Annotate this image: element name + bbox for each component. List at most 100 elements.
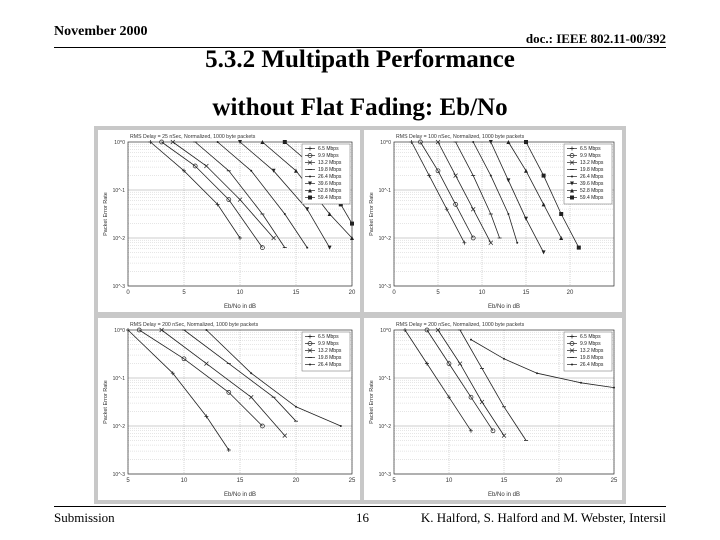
data-point xyxy=(501,433,507,438)
legend-marker xyxy=(569,160,575,165)
x-tick-label: 15 xyxy=(293,290,300,296)
data-point xyxy=(204,163,209,169)
x-tick-label: 5 xyxy=(126,478,130,484)
data-point xyxy=(488,140,493,144)
data-point xyxy=(446,361,452,366)
legend-marker xyxy=(308,334,312,339)
series-5 xyxy=(472,141,519,244)
data-point xyxy=(524,168,528,173)
plot-frame xyxy=(127,329,353,475)
data-point xyxy=(250,169,253,172)
series-line xyxy=(426,329,494,432)
legend-marker xyxy=(307,348,313,353)
data-point xyxy=(159,327,164,333)
legend-marker xyxy=(570,195,574,200)
footer-page-number: 16 xyxy=(356,510,369,525)
data-point xyxy=(260,245,265,250)
data-point xyxy=(559,212,564,216)
legend-marker xyxy=(307,341,313,346)
data-point xyxy=(424,327,430,333)
data-point xyxy=(506,178,511,183)
legend-entry: 6.5 Mbps xyxy=(318,146,339,152)
header-date: November 2000 xyxy=(54,24,148,39)
data-point xyxy=(516,241,519,244)
y-axis-label: Packet Error Rate xyxy=(103,192,109,236)
x-tick-label: 15 xyxy=(237,478,244,484)
series-1 xyxy=(148,140,242,240)
x-tick-label: 5 xyxy=(392,478,396,484)
series-line xyxy=(194,141,286,248)
series-line xyxy=(525,141,580,248)
x-tick-label: 20 xyxy=(293,478,300,484)
x-axis-label: Eb/No in dB xyxy=(488,304,520,310)
legend-entry: 19.8 Mbps xyxy=(580,355,604,361)
legend-marker xyxy=(570,146,574,151)
data-point xyxy=(447,395,451,400)
data-point xyxy=(435,327,441,333)
series-4 xyxy=(182,329,298,422)
data-point xyxy=(425,361,429,366)
series-line xyxy=(206,329,341,427)
x-tick-label: 5 xyxy=(182,290,186,296)
data-point xyxy=(159,139,164,145)
x-tick-label: 10 xyxy=(181,478,188,484)
data-point xyxy=(541,202,546,207)
series-1 xyxy=(403,328,473,433)
data-point xyxy=(470,235,476,241)
data-point xyxy=(427,173,432,178)
y-tick-label: 10^-2 xyxy=(113,424,126,430)
slide-subtitle: without Flat Fading: Eb/No xyxy=(212,94,508,121)
series-line xyxy=(161,329,286,436)
data-point xyxy=(472,141,475,143)
series-line xyxy=(437,329,505,436)
data-point xyxy=(541,173,546,178)
data-point xyxy=(248,394,254,400)
data-point xyxy=(453,173,458,178)
legend-entry: 26.4 Mbps xyxy=(318,362,342,368)
data-point xyxy=(338,202,343,207)
x-tick-label: 5 xyxy=(436,290,440,296)
data-point xyxy=(470,338,472,341)
data-point xyxy=(418,139,423,145)
y-tick-label: 10^-1 xyxy=(379,188,392,194)
series-3 xyxy=(159,327,288,438)
data-point xyxy=(350,236,354,240)
data-point xyxy=(468,394,474,400)
data-point xyxy=(327,245,332,250)
data-point xyxy=(216,141,219,143)
chart-4: RMS Delay = 200 nSec, Normalized, 1000 b… xyxy=(364,318,622,500)
x-tick-label: 20 xyxy=(567,290,574,296)
slide-title: 5.3.2 Multipath Performance xyxy=(205,46,515,73)
y-tick-label: 10^-1 xyxy=(113,376,126,382)
data-point xyxy=(295,405,297,408)
y-tick-label: 10^0 xyxy=(114,140,125,146)
y-tick-label: 10^-3 xyxy=(379,284,392,290)
x-axis-label: Eb/No in dB xyxy=(224,492,256,498)
data-point xyxy=(506,140,511,144)
legend-marker xyxy=(309,175,311,178)
legend-entry: 52.8 Mbps xyxy=(318,188,342,194)
legend-entry: 39.6 Mbps xyxy=(318,181,342,187)
series-line xyxy=(455,141,500,239)
series-line xyxy=(420,141,474,239)
series-2 xyxy=(159,139,265,250)
legend-entry: 6.5 Mbps xyxy=(580,146,601,152)
data-point xyxy=(503,357,505,360)
data-point xyxy=(479,399,485,405)
series-line xyxy=(161,141,263,248)
chart-title: RMS Delay = 200 nSec, Normalized, 1000 b… xyxy=(396,322,525,328)
plot-frame xyxy=(393,329,615,475)
series-line xyxy=(138,329,263,427)
legend-entry: 52.8 Mbps xyxy=(580,188,604,194)
legend-marker xyxy=(308,181,312,186)
data-point xyxy=(136,327,142,333)
series-line xyxy=(404,329,472,432)
data-point xyxy=(283,213,286,215)
data-point xyxy=(453,202,458,207)
legend-entry: 59.4 Mbps xyxy=(580,195,604,201)
data-point xyxy=(181,356,187,362)
legend-entry: 19.8 Mbps xyxy=(580,167,604,173)
series-5 xyxy=(216,141,309,249)
